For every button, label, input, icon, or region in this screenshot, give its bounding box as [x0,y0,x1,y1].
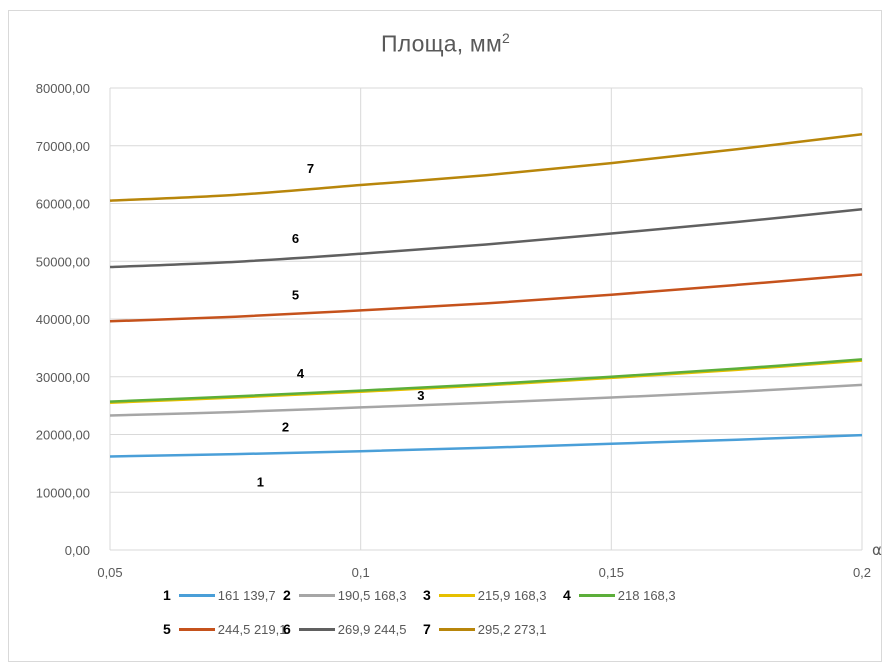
legend-number: 5 [163,621,171,637]
legend-swatch [298,593,335,597]
y-tick-label: 0,00 [65,543,90,558]
series-line-1 [109,433,863,458]
legend-label: 161 139,7 [217,587,276,603]
y-tick-label: 80000,00 [36,81,90,96]
legend-number: 1 [163,587,171,603]
y-tick-label: 30000,00 [36,370,90,385]
y-tick-label: 10000,00 [36,485,90,500]
curve-label-4: 4 [297,366,305,381]
legend-item-5: 5 244,5 219,1 [163,621,286,637]
legend-number: 2 [283,587,291,603]
series-line-7 [109,132,863,202]
chart-title-text: Площа, мм [381,30,502,57]
chart-frame [8,10,882,662]
legend-swatch [298,627,335,631]
grid-lines [109,87,863,551]
y-tick-label: 20000,00 [36,428,90,443]
y-tick-label: 50000,00 [36,254,90,269]
legend-item-3: 3 215,9 168,3 [423,587,546,603]
legend-item-7: 7 295,2 273,1 [423,621,546,637]
curve-label-2: 2 [282,420,289,435]
x-tick-label: 0,1 [352,565,370,580]
y-tick-label: 60000,00 [36,197,90,212]
legend-item-2: 2 190,5 168,3 [283,587,406,603]
curve-label-6: 6 [292,231,299,246]
legend-swatch [178,627,215,631]
curve-label-1: 1 [257,474,264,489]
legend-item-1: 1 161 139,7 [163,587,276,603]
legend-number: 4 [563,587,571,603]
legend-label: 218 168,3 [617,587,676,603]
y-tick-labels: 0,00 10000,00 20000,00 30000,00 40000,00 5000… [36,81,90,558]
x-tick-label: 0,05 [97,565,122,580]
curve-labels: 1 2 3 4 5 6 7 [257,161,425,490]
series-line-4 [109,358,863,403]
series-line-6 [109,208,863,269]
chart-title: Площа, мм2 [0,30,891,58]
x-tick-label: 0,2 [853,565,871,580]
legend-label: 244,5 219,1 [217,621,287,637]
legend-swatch [578,593,615,597]
x-axis-label: α [872,541,882,559]
legend-item-4: 4 218 168,3 [563,587,676,603]
legend-label: 215,9 168,3 [477,587,547,603]
series-lines [109,132,863,458]
x-tick-labels: 0,05 0,1 0,15 0,2 [97,565,871,580]
legend-swatch [438,627,475,631]
y-tick-label: 40000,00 [36,312,90,327]
curve-label-5: 5 [292,287,299,302]
curve-label-7: 7 [307,161,314,176]
legend-label: 269,9 244,5 [337,621,407,637]
legend-number: 6 [283,621,291,637]
legend-label: 295,2 273,1 [477,621,547,637]
legend-number: 7 [423,621,431,637]
legend-item-6: 6 269,9 244,5 [283,621,406,637]
legend-label: 190,5 168,3 [337,587,407,603]
chart-title-superscript: 2 [501,30,510,46]
legend-swatch [178,593,215,597]
legend-number: 3 [423,587,431,603]
curve-label-3: 3 [417,388,424,403]
series-line-5 [109,273,863,323]
legend-swatch [438,593,475,597]
x-tick-label: 0,15 [599,565,624,580]
y-tick-label: 70000,00 [36,139,90,154]
series-line-2 [109,383,863,417]
